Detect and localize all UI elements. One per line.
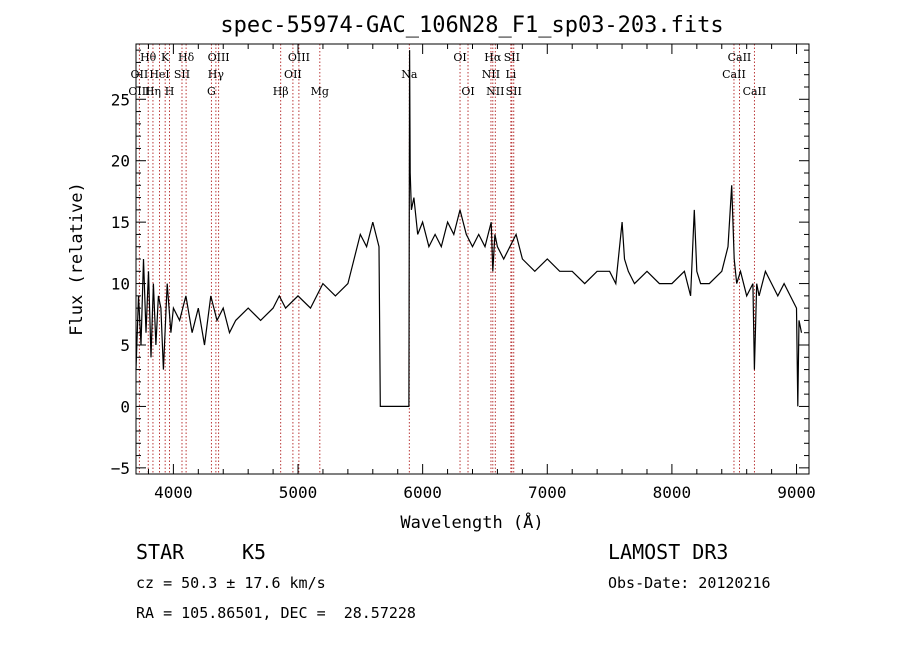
line-label-11: G (207, 85, 216, 98)
line-label-3: Hη (145, 85, 161, 98)
x-axis-ticks: 4000 5000 6000 7000 8000 9000 (147, 44, 816, 502)
chart-title: spec-55974-GAC_106N28_F1_sp03-203.fits (220, 13, 723, 38)
y-tick-label-5: 20 (111, 152, 130, 171)
x-tick-label-5: 9000 (777, 483, 816, 502)
object-subclass: K5 (242, 540, 267, 564)
y-axis-label: Flux (relative) (67, 182, 87, 336)
survey-name: LAMOST DR3 (608, 540, 729, 564)
line-label-22: Li (505, 68, 516, 81)
line-label-13: OII (284, 68, 302, 81)
y-axis-ticks: −5 0 5 10 15 20 25 (111, 49, 809, 478)
line-label-26: CaII (722, 68, 746, 81)
plot-frame (135, 43, 810, 475)
line-label-7: H (165, 85, 175, 98)
line-label-0: Hθ (140, 51, 157, 64)
spectrum-series-line (135, 50, 803, 407)
y-tick-label-6: 25 (111, 90, 130, 109)
x-tick-label-3: 7000 (528, 483, 567, 502)
x-tick-label-4: 8000 (653, 483, 692, 502)
emission-line-markers (138, 44, 755, 474)
y-tick-label-3: 10 (111, 275, 130, 294)
line-label-9: OIII (208, 51, 230, 64)
x-tick-label-2: 6000 (403, 483, 442, 502)
line-label-14: Hβ (273, 85, 289, 98)
ra-dec: RA = 105.86501, DEC = 28.57228 (136, 604, 416, 622)
line-label-24: SII (506, 85, 522, 98)
x-axis-label: Wavelength (Å) (400, 511, 543, 533)
redshift-cz: cz = 50.3 ± 17.6 km/s (136, 574, 326, 592)
line-label-17: OI (453, 51, 466, 64)
x-tick-label-1: 5000 (279, 483, 318, 502)
line-label-4: HeI (149, 68, 169, 81)
line-label-23: NII (486, 85, 504, 98)
y-tick-label-1: 0 (120, 397, 130, 416)
line-label-6: SII (174, 68, 190, 81)
line-label-27: CaII (743, 85, 767, 98)
line-label-20: SII (504, 51, 520, 64)
x-tick-label-0: 4000 (154, 483, 193, 502)
line-label-25: CaII (728, 51, 752, 64)
line-label-19: Hα (484, 51, 502, 64)
object-class: STAR (136, 540, 185, 564)
line-label-21: NII (482, 68, 500, 81)
line-label-15: Mg (311, 85, 329, 98)
y-tick-label-0: −5 (111, 459, 130, 478)
y-tick-label-2: 5 (120, 336, 130, 355)
line-label-2: OIII (128, 85, 150, 98)
line-label-10: Hγ (208, 68, 225, 81)
observation-date: Obs-Date: 20120216 (608, 574, 771, 592)
y-tick-label-4: 15 (111, 213, 130, 232)
line-label-12: OIII (288, 51, 310, 64)
line-label-5: K (161, 51, 170, 64)
line-label-8: Hδ (178, 51, 195, 64)
line-label-18: OI (461, 85, 474, 98)
